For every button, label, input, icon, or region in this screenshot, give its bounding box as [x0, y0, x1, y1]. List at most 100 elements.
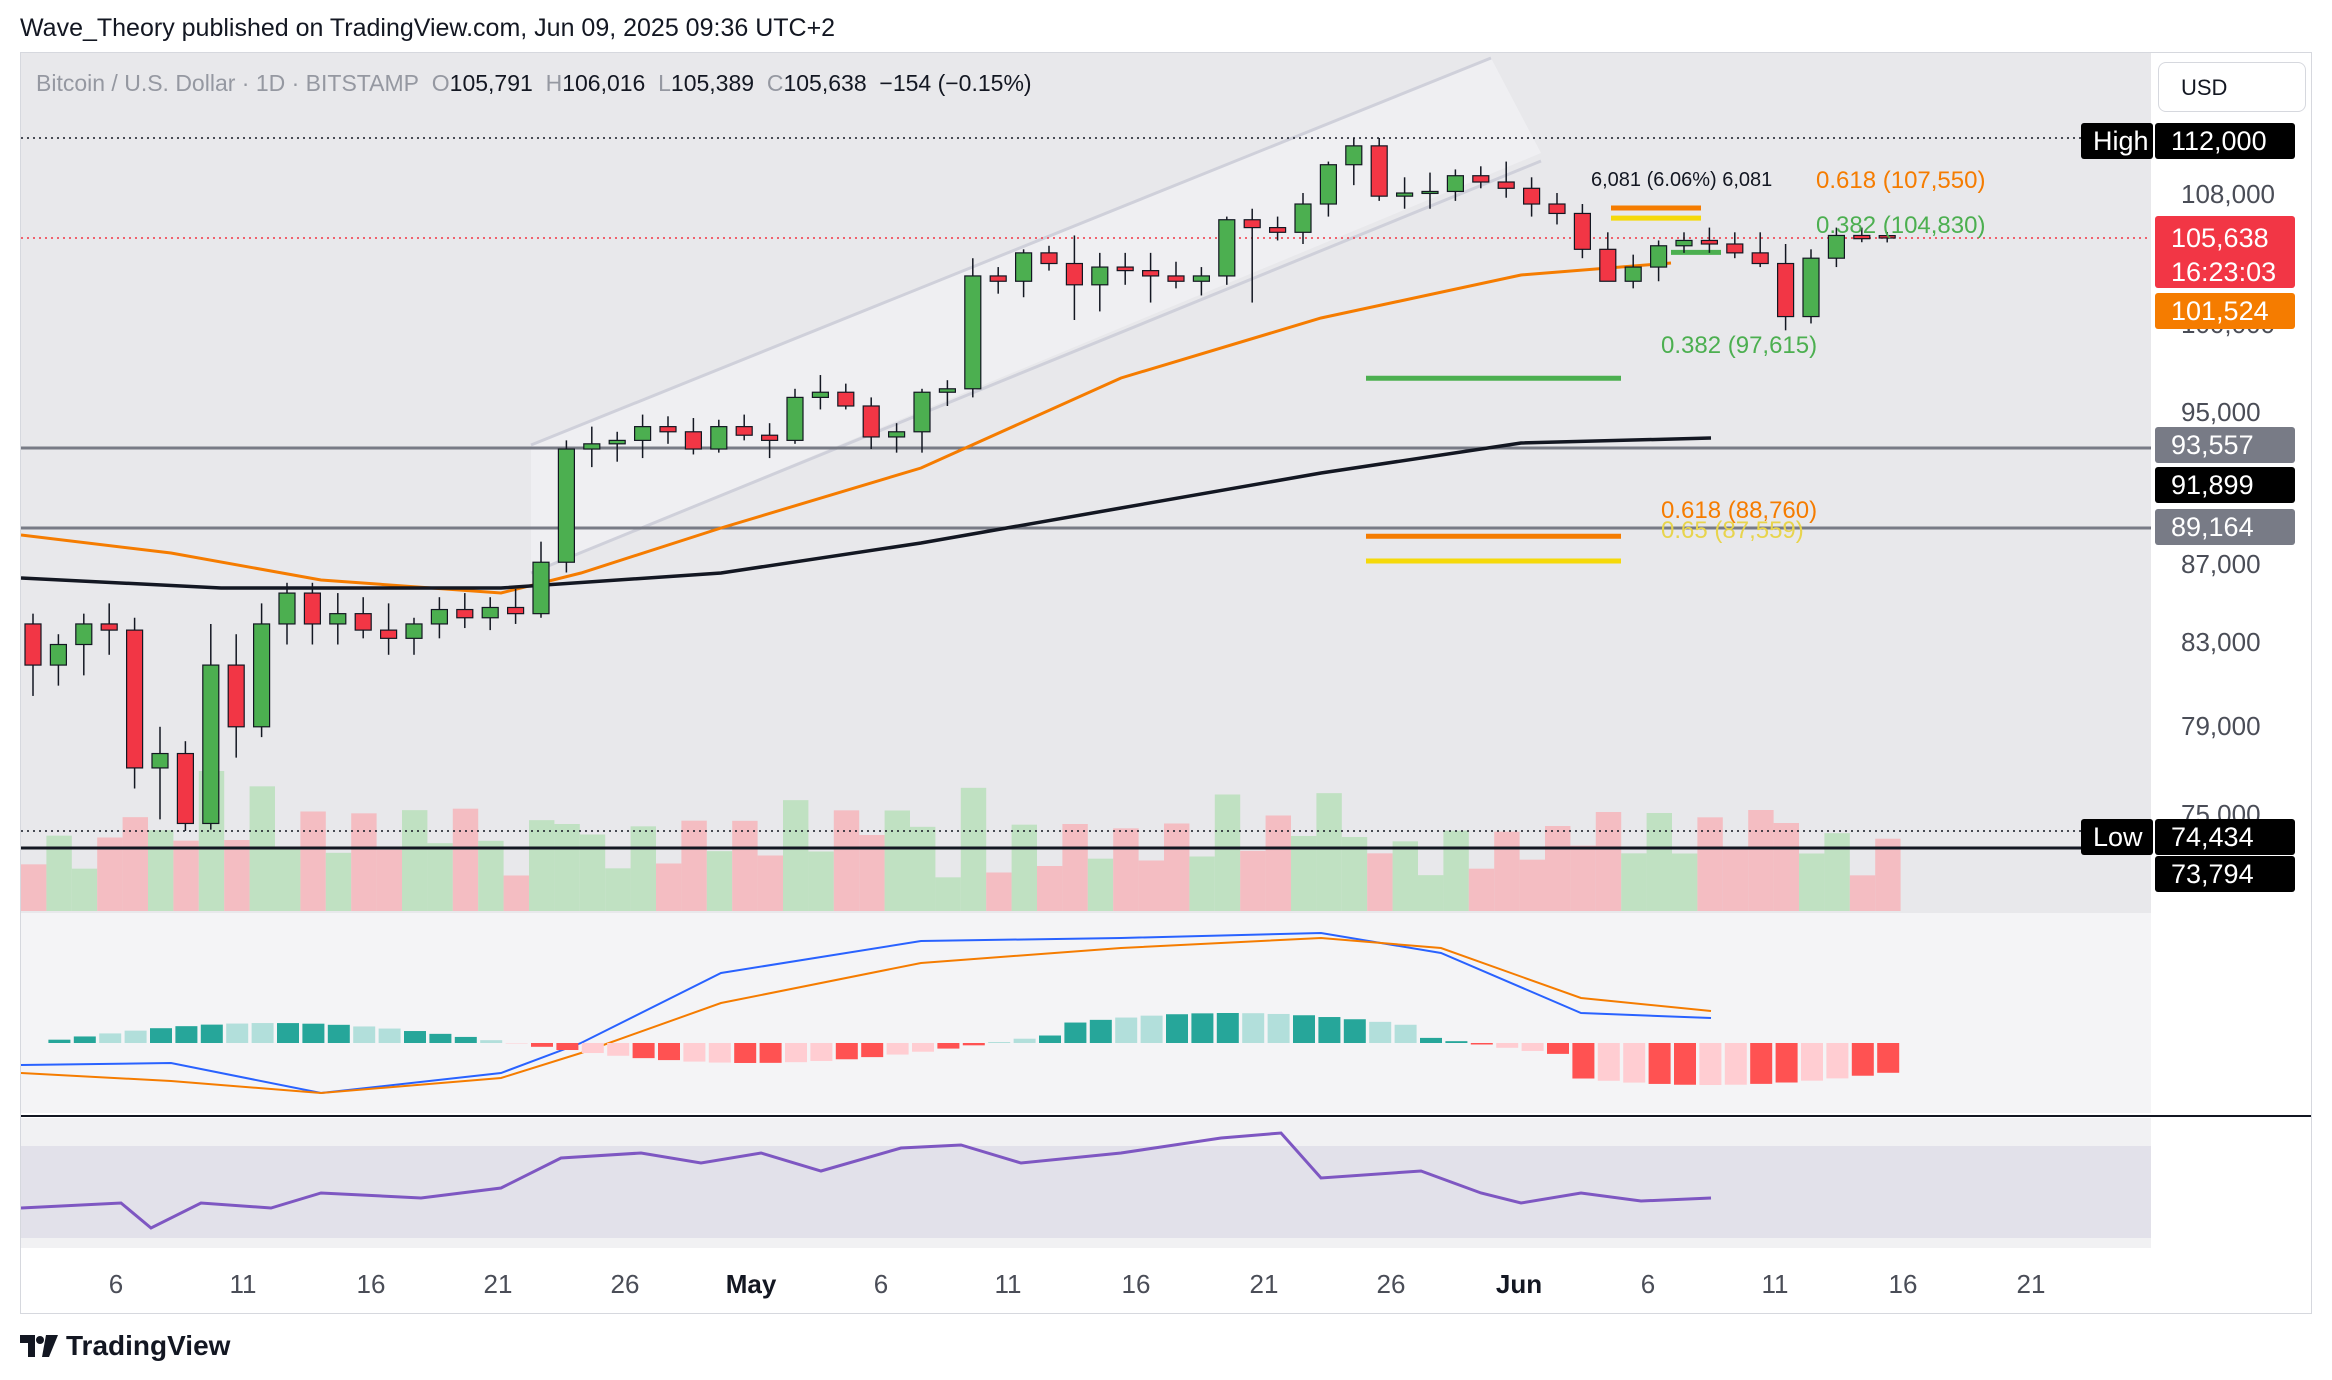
macd-histogram-bar [861, 1043, 884, 1058]
macd-histogram-bar [251, 1023, 274, 1043]
price-tag-box [2155, 293, 2295, 329]
macd-histogram-bar [1166, 1014, 1188, 1043]
volume-bar [910, 826, 936, 911]
volume-bar [757, 855, 783, 911]
volume-bar [148, 830, 174, 911]
macd-histogram-bar [912, 1043, 934, 1052]
volume-bar [529, 820, 555, 911]
candle-body [380, 629, 398, 639]
macd-histogram-bar [1648, 1043, 1671, 1084]
candle-body [1395, 192, 1414, 197]
volume-bar [1214, 794, 1241, 911]
candle-body [1522, 187, 1541, 205]
y-tick-label: 95,000 [2181, 397, 2261, 427]
fib-label: 0.382 (97,615) [1661, 332, 1817, 359]
macd-histogram-bar [1369, 1021, 1392, 1043]
price-tag-box [2155, 216, 2295, 288]
macd-histogram-bar [734, 1043, 757, 1063]
volume-bar [1595, 812, 1622, 911]
volume-bar [605, 868, 631, 911]
candle-body [1345, 145, 1363, 166]
price-tag-name: High [2093, 126, 2149, 156]
currency-button[interactable]: USD [2158, 62, 2306, 112]
macd-histogram-bar [1216, 1013, 1239, 1043]
macd-histogram-bar [810, 1043, 833, 1061]
macd-histogram-bar [150, 1028, 172, 1043]
candle-body [1599, 248, 1617, 282]
volume-bar [706, 851, 733, 911]
volume-bar [1113, 828, 1139, 911]
tradingview-brand: TradingView [66, 1330, 231, 1361]
price-pane-bg [21, 53, 2151, 913]
candle-body [1116, 266, 1134, 272]
price-tag-value: 89,164 [2171, 512, 2254, 542]
volume-bar [71, 868, 98, 911]
volume-bar [1189, 856, 1215, 911]
volume-bar [1011, 824, 1037, 911]
sma-200-line [21, 436, 1712, 590]
candle-body [1192, 275, 1211, 282]
volume-bar [452, 808, 479, 911]
macd-histogram-bar [1293, 1015, 1315, 1043]
candle-body [1776, 262, 1795, 318]
volume-bar [300, 811, 326, 911]
macd-line [21, 931, 1712, 1095]
volume-bar [1875, 838, 1901, 911]
volume-bar [833, 810, 860, 911]
macd-histogram-bar [505, 1043, 528, 1044]
candle-body [354, 613, 372, 631]
candle-body [989, 275, 1007, 282]
volume-bar [351, 813, 377, 911]
y-tick-label: 108,000 [2181, 179, 2275, 209]
tradingview-logo-icon [20, 1332, 58, 1364]
macd-histogram-bar [581, 1043, 604, 1054]
macd-histogram-bar [48, 1039, 71, 1043]
x-tick-label: 16 [357, 1269, 386, 1299]
x-tick-label: 11 [230, 1269, 257, 1299]
macd-histogram-bar [1775, 1043, 1798, 1083]
volume-bar [986, 872, 1012, 911]
candle-body [100, 623, 118, 631]
macd-histogram-bar [404, 1031, 426, 1043]
x-tick-label: 6 [109, 1269, 123, 1299]
fib-label: 0.382 (104,830) [1816, 212, 1985, 239]
change-value: −154 (−0.15%) [879, 70, 1032, 96]
macd-histogram-bar [1597, 1043, 1620, 1081]
candle-body [760, 434, 779, 441]
price-tag-box [2155, 427, 2295, 463]
candle-body [1751, 252, 1769, 265]
candle-body [913, 391, 931, 433]
candle-body [1548, 203, 1566, 215]
candle-body [507, 606, 525, 615]
volume-bar [579, 834, 606, 911]
volume-bar [122, 817, 148, 911]
x-tick-label: 6 [874, 1269, 888, 1299]
macd-histogram-bar [429, 1033, 452, 1043]
signal-line [21, 936, 1712, 1095]
candle-body [1878, 234, 1896, 239]
candle-body [837, 391, 855, 407]
macd-histogram-bar [1242, 1013, 1265, 1043]
price-tag-value: 101,524 [2171, 296, 2269, 326]
volume-bar [21, 864, 47, 911]
tradingview-footer[interactable]: TradingView [20, 1330, 230, 1364]
candle-body [1573, 212, 1592, 250]
rsi-band [21, 1146, 2151, 1238]
macd-histogram-bar [988, 1041, 1011, 1043]
volume-bar [1519, 859, 1545, 911]
candle-body [862, 405, 880, 438]
macd-histogram-bar [1318, 1017, 1341, 1043]
candle-body [253, 623, 271, 728]
price-chart[interactable]: 6 11 16 21 26 May 6 11 16 21 26 Jun 6 11 16 21 108,000 10… [21, 53, 2311, 1313]
candle-body [125, 629, 144, 769]
candle-body [964, 275, 982, 390]
candle-body [1472, 175, 1490, 183]
macd-histogram-bar [1547, 1043, 1569, 1054]
candle-body [303, 592, 321, 625]
price-tag-box [2155, 819, 2295, 855]
macd-histogram-bar [1521, 1043, 1544, 1051]
candle-body [532, 561, 550, 615]
candle-body [227, 664, 245, 728]
volume-bar [630, 826, 656, 911]
macd-histogram-bar [1572, 1043, 1595, 1079]
